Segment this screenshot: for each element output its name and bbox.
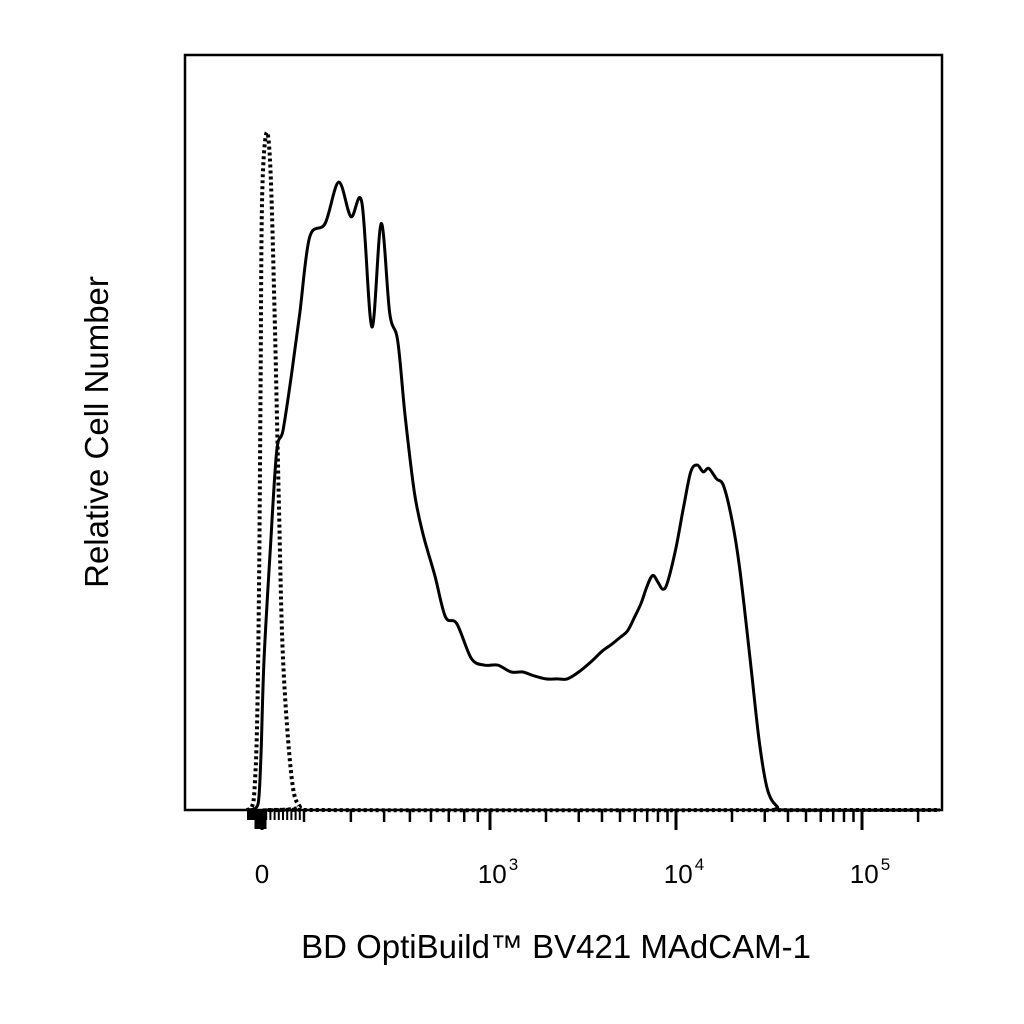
- isotype-control-curve: [245, 130, 941, 813]
- x-tick-exponent: 4: [695, 855, 704, 874]
- x-tick-exponent: 3: [509, 855, 518, 874]
- x-tick-label: 0: [255, 859, 269, 889]
- plot-frame: [183, 53, 944, 812]
- x-axis: [247, 810, 920, 830]
- x-tick-base: 0: [255, 859, 269, 889]
- x-tick-base: 10: [850, 859, 879, 889]
- x-tick-exponent: 5: [881, 855, 890, 874]
- x-zero-marker: [254, 810, 267, 829]
- x-tick-base: 10: [478, 859, 507, 889]
- x-tick-base: 10: [664, 859, 693, 889]
- x-tick-labels: 0 10 3 10 4 10 5: [255, 855, 890, 889]
- x-tick-label: 10 5: [850, 855, 890, 889]
- y-axis-label: Relative Cell Number: [78, 276, 115, 588]
- x-axis-label: BD OptiBuild™ BV421 MAdCAM-1: [301, 928, 811, 965]
- x-tick-label: 10 4: [664, 855, 704, 889]
- stained-sample-curve: [246, 180, 941, 812]
- histogram-curves: [245, 130, 941, 813]
- x-tick-label: 10 3: [478, 855, 518, 889]
